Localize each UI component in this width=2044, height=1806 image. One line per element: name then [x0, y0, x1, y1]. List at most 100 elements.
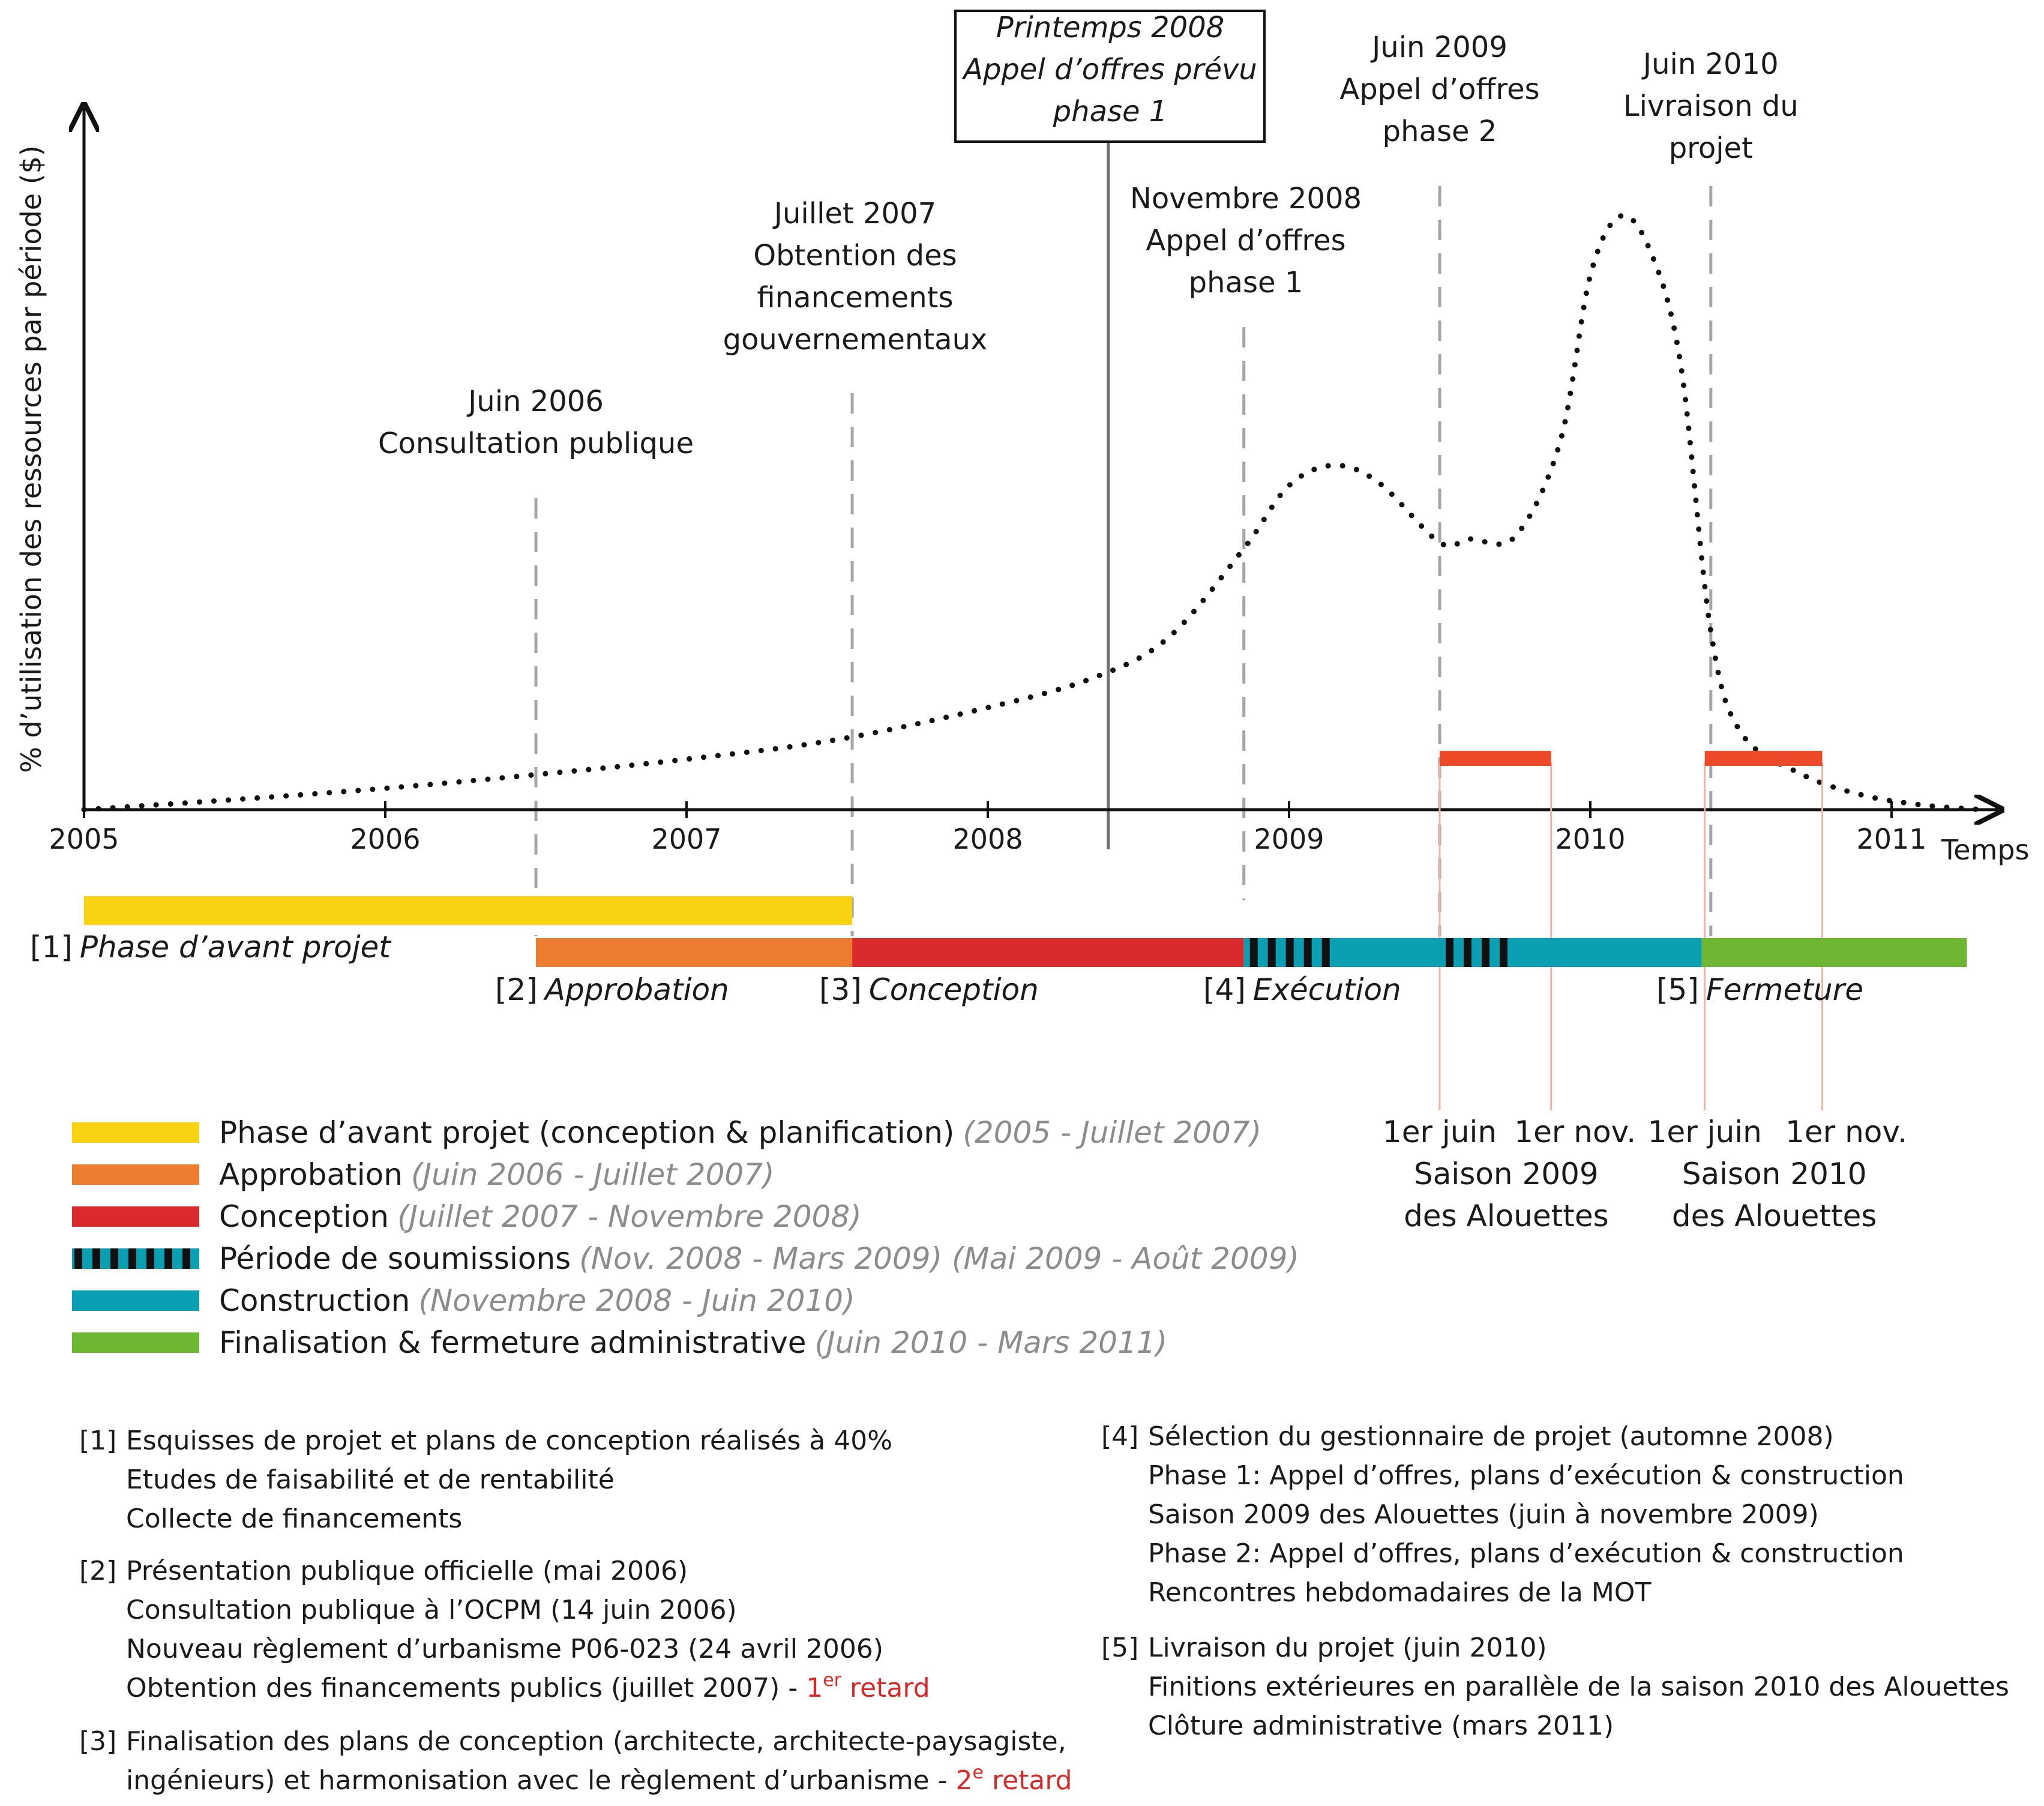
note-line: Etudes de faisabilité et de rentabilité [126, 1464, 615, 1495]
note-text: Saison 2009 des Alouettes (juin à novemb… [1148, 1499, 1819, 1530]
season-start-label: 1er juin [1648, 1115, 1762, 1149]
phase-notes: [1] Esquisses de projet et plans de conce… [79, 1421, 2009, 1796]
football-seasons: 1er juin 1er nov. Saison 2009 des Alouettes… [1383, 751, 1907, 1233]
x-axis-label: Temps [1941, 834, 2030, 866]
phase-bar-avant_projet [84, 896, 853, 925]
phase-label: [1] Phase d’avant projet [30, 930, 392, 965]
note-line: Collecte de financements [126, 1503, 462, 1534]
x-tick-label: 2009 [1254, 823, 1324, 855]
soumission-stripe [1321, 938, 1330, 967]
legend-label: Finalisation & fermeture administrative [219, 1325, 807, 1360]
legend-item: Construction (Novembre 2008 - Juin 2010) [219, 1283, 855, 1318]
note-text: ingénieurs) et harmonisation avec le règ… [126, 1765, 955, 1796]
season-caption: Saison 2010 [1682, 1157, 1867, 1191]
note-text: Clôture administrative (mars 2011) [1148, 1711, 1614, 1741]
event-label: Appel d’offres prévu [961, 53, 1257, 86]
note-text: Rencontres hebdomadaires de la MOT [1148, 1577, 1651, 1608]
legend-label: Conception [219, 1199, 389, 1234]
note-text: retard [984, 1765, 1072, 1796]
soumission-stripe [1482, 938, 1489, 967]
note-line: Consultation publique à l’OCPM (14 juin … [126, 1595, 737, 1625]
note-line: Finalisation des plans de conception (ar… [126, 1726, 1066, 1757]
note-text: Collecte de financements [126, 1503, 462, 1534]
legend-swatch-stripe [128, 1248, 136, 1269]
x-tick-label: 2010 [1555, 823, 1625, 855]
event-label: Juin 2010 [1641, 47, 1779, 81]
legend-swatch [72, 1206, 199, 1227]
legend-swatch [72, 1290, 199, 1311]
x-tick-label: 2006 [350, 823, 420, 855]
note-number: [4] [1101, 1421, 1138, 1452]
phase-bar-conception [852, 938, 1244, 967]
phase-name: Conception [869, 972, 1039, 1007]
note-line: Obtention des financements publics (juil… [126, 1670, 930, 1703]
note-line: Livraison du projet (juin 2010) [1148, 1633, 1547, 1663]
phase-bar-construction [1243, 938, 1702, 967]
season-caption: des Alouettes [1672, 1199, 1877, 1233]
resource-usage-curve [81, 212, 1985, 813]
event-label: Printemps 2008 [996, 11, 1224, 44]
note-text: Esquisses de projet et plans de concepti… [126, 1425, 892, 1456]
legend-item: Période de soumissions (Nov. 2008 - Mars … [219, 1241, 1299, 1276]
legend-swatch [72, 1164, 199, 1185]
soumission-stripe [1464, 938, 1471, 967]
legend: Phase d’avant projet (conception & plani… [72, 1115, 1299, 1360]
note-text: Phase 1: Appel d’offres, plans d’exécuti… [1148, 1460, 1904, 1491]
phase-number: [4] [1203, 972, 1246, 1007]
event-label: Consultation publique [378, 427, 694, 460]
season-start-label: 1er juin [1383, 1115, 1497, 1149]
event-label: Appel d’offres [1339, 73, 1539, 106]
note-number: [2] [79, 1556, 116, 1586]
note-line: Finitions extérieures en parallèle de la… [1148, 1672, 2009, 1702]
note-line: Sélection du gestionnaire de projet (aut… [1148, 1421, 1834, 1452]
note-number: [3] [79, 1726, 116, 1757]
phase-label: [5] Fermeture [1656, 972, 1863, 1007]
event-label: financements [757, 281, 954, 315]
event-label: phase 1 [1053, 95, 1168, 128]
x-tick-label: 2005 [49, 823, 119, 855]
note-line: Esquisses de projet et plans de concepti… [126, 1425, 892, 1456]
event-label: Obtention des [753, 239, 957, 272]
note-text: Nouveau règlement d’urbanisme P06-023 (2… [126, 1634, 883, 1664]
note-text: er [823, 1670, 841, 1691]
resource-curve-line [81, 212, 1985, 813]
legend-swatch-stripe [146, 1248, 154, 1269]
y-axis-label: % d’utilisation des ressources par pério… [15, 145, 47, 773]
legend-dates: (Nov. 2008 - Mars 2009) (Mai 2009 - Août… [579, 1241, 1299, 1276]
note-line: Présentation publique officielle (mai 20… [126, 1556, 688, 1586]
note-text: Sélection du gestionnaire de projet (aut… [1148, 1421, 1834, 1452]
legend-label: Période de soumissions [219, 1241, 571, 1276]
event-label: Juin 2009 [1370, 31, 1507, 64]
phase-label: [3] Conception [819, 972, 1039, 1007]
legend-dates: (Juin 2010 - Mars 2011) [815, 1325, 1168, 1360]
note-number: [5] [1101, 1633, 1138, 1663]
phase-name: Fermeture [1706, 972, 1863, 1007]
season-caption: des Alouettes [1404, 1199, 1609, 1233]
legend-swatch-stripe [74, 1248, 82, 1269]
note-text: Présentation publique officielle (mai 20… [126, 1556, 688, 1586]
note-text: Etudes de faisabilité et de rentabilité [126, 1464, 615, 1495]
note-text: Obtention des financements publics (juil… [126, 1673, 806, 1703]
soumission-stripe [1267, 938, 1276, 967]
soumission-stripe [1303, 938, 1312, 967]
note-text: Livraison du projet (juin 2010) [1148, 1633, 1547, 1663]
legend-item: Finalisation & fermeture administrative(… [219, 1325, 1167, 1360]
legend-item: Conception (Juillet 2007 - Novembre 2008) [219, 1199, 862, 1234]
note-text: 2 [955, 1765, 972, 1796]
note-line: Clôture administrative (mars 2011) [1148, 1711, 1614, 1741]
event-label: Juin 2006 [466, 385, 604, 418]
legend-swatch [72, 1332, 199, 1353]
note-text: retard [841, 1673, 930, 1703]
x-tick-label: 2011 [1856, 823, 1926, 855]
legend-swatch-stripe [110, 1248, 118, 1269]
season-end-label: 1er nov. [1785, 1115, 1907, 1149]
phase-label: [4] Exécution [1203, 972, 1401, 1007]
legend-label: Phase d’avant projet (conception & plani… [219, 1115, 954, 1150]
soumission-stripe [1249, 938, 1258, 967]
event-label: phase 2 [1383, 115, 1497, 148]
event-label: Appel d’offres [1146, 224, 1345, 257]
note-line: Rencontres hebdomadaires de la MOT [1148, 1577, 1651, 1608]
phase-number: [2] [495, 972, 538, 1007]
chart-axes: 2005 2006 2007 2008 2009 2010 2011 Temps % d’uti… [15, 108, 2030, 866]
